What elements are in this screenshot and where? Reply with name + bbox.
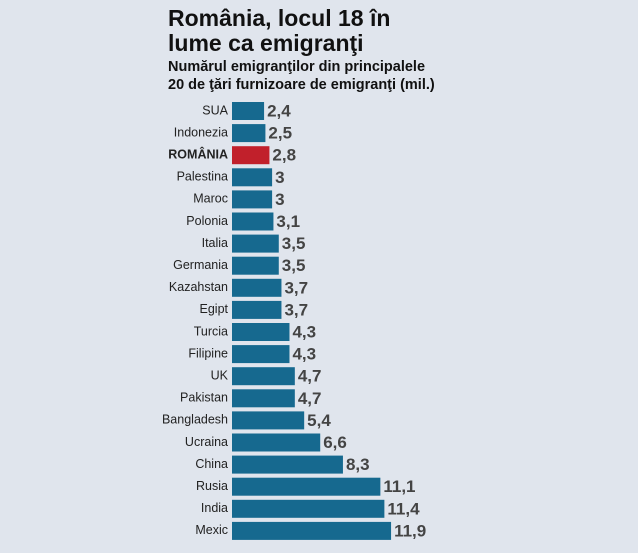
category-label: Rusia	[196, 479, 228, 493]
category-label: India	[201, 501, 228, 515]
value-label: 4,7	[298, 389, 322, 408]
value-label: 3	[275, 168, 284, 187]
category-label: Pakistan	[180, 391, 228, 405]
category-label: SUA	[202, 103, 228, 117]
bar	[232, 367, 295, 386]
bar	[232, 433, 321, 452]
category-label: Italia	[202, 236, 228, 250]
value-label: 2,5	[268, 124, 292, 143]
value-label: 11,4	[387, 499, 420, 518]
category-label: Palestina	[177, 170, 228, 184]
category-label: Egipt	[200, 302, 229, 316]
value-label: 4,3	[292, 322, 316, 341]
bar	[232, 455, 343, 474]
value-label: 3,1	[276, 212, 300, 231]
category-label: Turcia	[194, 324, 228, 338]
category-label: Indonezia	[174, 125, 228, 139]
category-label: Filipine	[188, 346, 228, 360]
chart-title: lume ca emigranţi	[168, 30, 364, 56]
bar	[232, 168, 273, 187]
category-label: UK	[211, 368, 229, 382]
category-label: ROMÂNIA	[168, 146, 228, 161]
value-label: 3,7	[284, 300, 308, 319]
value-label: 2,8	[272, 146, 296, 165]
value-label: 11,1	[383, 477, 415, 496]
category-label: Maroc	[193, 192, 228, 206]
chart-title: România, locul 18 în	[168, 5, 390, 31]
bar	[232, 323, 290, 341]
value-label: 3,5	[282, 256, 306, 275]
value-label: 3	[275, 190, 284, 209]
bar	[232, 477, 381, 496]
value-label: 6,6	[323, 433, 347, 452]
value-label: 8,3	[346, 455, 370, 474]
bar	[232, 212, 274, 231]
bar	[232, 300, 282, 319]
value-label: 3,5	[282, 234, 306, 253]
bar	[232, 190, 273, 209]
bar	[232, 278, 282, 297]
value-label: 4,3	[292, 345, 316, 364]
bar	[232, 345, 290, 364]
category-label: Germania	[173, 258, 228, 272]
bar	[232, 146, 270, 165]
category-label: China	[195, 457, 228, 471]
category-label: Kazahstan	[169, 280, 228, 294]
category-label: Mexic	[195, 523, 228, 537]
bar	[232, 521, 392, 540]
bar	[232, 499, 385, 518]
value-label: 3,7	[284, 278, 308, 297]
bar	[232, 124, 266, 143]
value-label: 2,4	[267, 101, 291, 120]
chart-subtitle: Numărul emigranţilor din principalele	[168, 59, 425, 75]
value-label: 11,9	[394, 521, 426, 540]
bar	[232, 234, 279, 253]
bar	[232, 102, 265, 120]
bar	[232, 389, 295, 408]
bar	[232, 256, 279, 275]
category-label: Ucraina	[185, 435, 228, 449]
value-label: 5,4	[307, 411, 331, 430]
category-label: Bangladesh	[162, 413, 228, 427]
bar	[232, 411, 305, 430]
chart-subtitle: 20 de ţări furnizoare de emigranţi (mil.…	[168, 77, 435, 93]
category-label: Polonia	[186, 214, 228, 228]
value-label: 4,7	[298, 367, 322, 386]
